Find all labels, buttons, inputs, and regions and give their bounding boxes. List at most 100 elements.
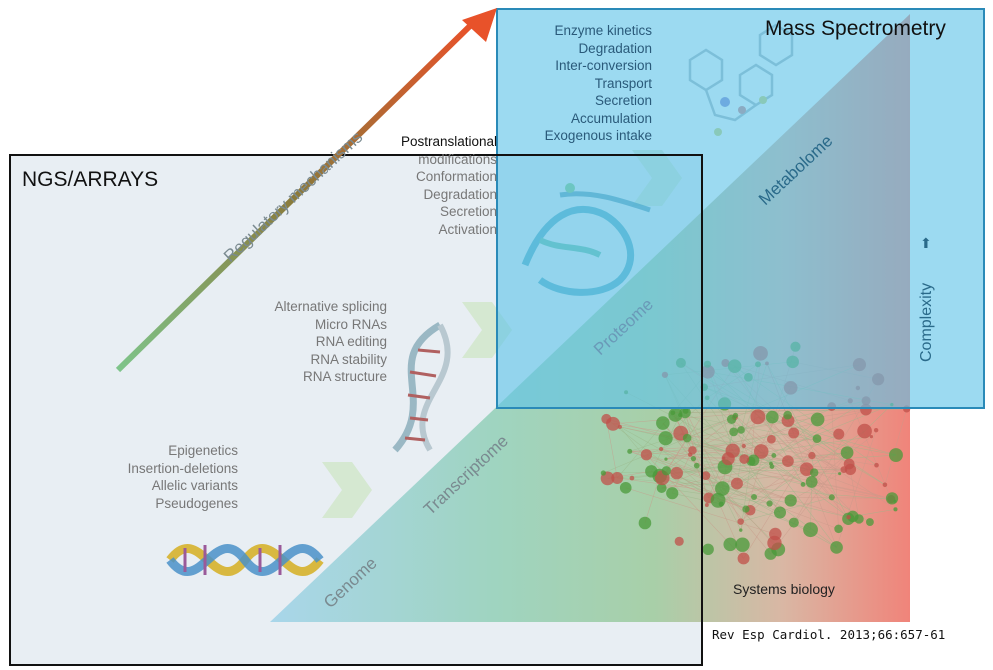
network-node	[710, 492, 726, 508]
network-node	[773, 506, 787, 519]
network-edge	[661, 438, 772, 489]
network-node	[735, 537, 750, 552]
network-node	[766, 434, 776, 444]
regulatory-arrow-line	[115, 21, 475, 373]
list-item: RNA editing	[315, 334, 387, 349]
network-node	[670, 410, 676, 416]
genome-mechanisms-list: Epigenetics Insertion-deletions Allelic …	[128, 442, 238, 512]
network-node	[687, 452, 693, 457]
network-node	[865, 518, 874, 526]
network-node	[739, 528, 743, 532]
network-edge	[646, 454, 849, 518]
list-item: Epigenetics	[168, 443, 238, 458]
network-node	[800, 481, 806, 487]
network-node	[874, 462, 879, 468]
list-item: Postranslational	[400, 134, 497, 149]
network-edge	[625, 487, 776, 535]
network-node	[690, 455, 697, 462]
network-node	[656, 416, 670, 430]
network-edge	[743, 445, 896, 502]
network-node	[771, 452, 777, 458]
list-item: Enzyme kinetics	[554, 23, 652, 38]
network-node	[729, 427, 739, 437]
network-edge	[684, 412, 871, 523]
network-node	[682, 433, 692, 443]
list-item: Allelic variants	[151, 478, 238, 493]
network-node	[869, 434, 874, 439]
arrow-head-icon	[462, 8, 497, 42]
network-node	[765, 410, 779, 424]
network-node	[750, 409, 766, 425]
rna-helix	[392, 321, 451, 453]
network-node	[638, 516, 652, 530]
network-edge	[644, 475, 660, 524]
network-node	[664, 457, 668, 461]
network-node	[715, 481, 730, 496]
ms-title: Mass Spectrometry	[765, 17, 946, 40]
network-node	[741, 443, 746, 449]
network-node	[658, 431, 673, 446]
network-node	[679, 406, 691, 419]
network-edge	[757, 416, 897, 456]
list-item: Pseudogenes	[155, 495, 238, 511]
network-node	[601, 413, 612, 424]
transcript-mechanisms-list: Alternative splicing Micro RNAs RNA edit…	[274, 298, 387, 386]
citation: Rev Esp Cardiol. 2013;66:657-61	[712, 627, 946, 642]
network-node	[782, 455, 794, 468]
up-arrow-icon: ⬆	[920, 235, 932, 251]
network-node	[656, 483, 667, 493]
list-item: Exogenous intake	[544, 128, 652, 143]
list-item: RNA stability	[310, 351, 387, 367]
list-item: Transport	[594, 75, 652, 91]
network-node	[666, 487, 679, 500]
network-edge	[617, 477, 755, 498]
network-node	[742, 505, 750, 513]
network-node	[753, 444, 769, 459]
network-edge	[722, 488, 781, 513]
list-item: Alternative splicing	[274, 299, 387, 314]
systems-biology-label: Systems biology	[733, 581, 835, 597]
list-item: Degradation	[423, 186, 497, 202]
network-node	[766, 500, 773, 507]
network-edge	[836, 430, 877, 548]
network-node	[658, 446, 664, 452]
network-node	[834, 524, 843, 534]
list-item: Secretion	[594, 93, 652, 108]
network-edge	[735, 415, 812, 483]
list-item: RNA structure	[302, 369, 387, 384]
network-node	[873, 427, 879, 433]
list-item: Inter-conversion	[555, 58, 652, 73]
ngs-box-border	[9, 154, 703, 666]
network-node	[810, 412, 825, 427]
network-node	[721, 452, 735, 466]
network-node	[693, 462, 700, 469]
network-node	[788, 427, 800, 439]
network-node	[809, 468, 819, 477]
network-node	[645, 465, 658, 478]
network-node	[600, 470, 606, 476]
network-edge	[603, 419, 732, 474]
network-edge	[675, 414, 725, 459]
network-node	[701, 471, 711, 481]
network-node	[769, 461, 773, 466]
network-node	[627, 448, 633, 454]
network-edge	[884, 408, 907, 485]
network-node	[670, 466, 683, 480]
network-edge	[733, 431, 849, 518]
network-node	[838, 472, 842, 476]
network-node	[723, 537, 737, 552]
network-edge	[735, 415, 837, 548]
network-edge	[660, 448, 791, 501]
network-node	[629, 475, 635, 481]
network-node	[828, 494, 835, 501]
network-node	[805, 475, 818, 488]
complexity-label: Complexity	[918, 282, 935, 362]
network-node	[704, 503, 709, 507]
network-node	[784, 494, 797, 507]
ngs-title: NGS/ARRAYS	[22, 168, 159, 191]
network-edge	[619, 426, 807, 470]
network-node	[882, 482, 888, 488]
network-edge	[787, 420, 886, 486]
list-item: Insertion-deletions	[127, 460, 238, 476]
list-item: Degradation	[578, 40, 652, 56]
